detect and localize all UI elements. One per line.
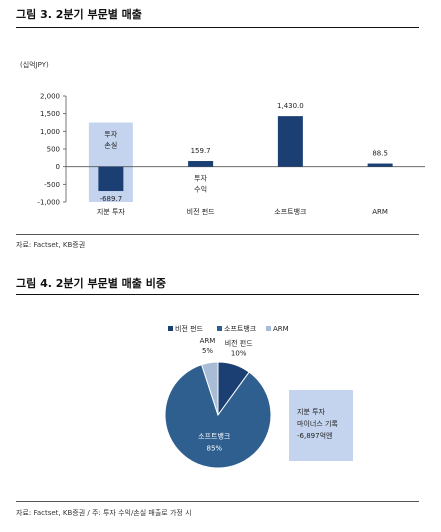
pie-slice [164,363,272,469]
callout-text: -6,897억엔 [297,431,332,440]
y-tick-label: -1,000 [37,199,60,207]
slice-name-label: ARM [200,337,216,345]
bar [98,166,124,192]
bar [188,161,214,167]
slice-name-label: 소프트뱅크 [198,432,231,441]
figure2-title-rule [16,294,419,295]
slice-percent-label: 10% [231,349,247,357]
bar-data-label: 88.5 [372,150,388,158]
x-category-label: 지분 투자 [97,207,126,216]
y-tick-label: 1,000 [40,128,60,136]
figure2-source: 자료: Factset, KB증권 / 주: 투자 수익/손실 매출로 가정 시 [16,509,192,517]
pie-slice [200,361,219,416]
y-tick-label: 0 [56,163,60,171]
slice-percent-label: 5% [202,347,213,355]
bar [367,163,393,167]
figure1-bottom-rule [16,234,419,235]
y-tick-label: 500 [47,146,60,154]
bar-data-label: 159.7 [191,147,211,155]
callout-text: 마이너스 기록 [297,419,338,428]
legend-swatch [168,326,173,331]
figure2-title: 그림 4. 2분기 부문별 매출 비중 [16,277,166,290]
slice-name-label: 비전 펀드 [225,338,254,347]
y-tick-label: -500 [44,181,60,189]
bar-chart: (십억JPY)투자손실-1,000-50005001,0001,5002,000… [20,60,425,216]
callout-text: 지분 투자 [297,407,326,416]
loss-annotation-text: 투자 [104,129,117,138]
legend-label: 비전 펀드 [175,324,204,333]
legend-label: 소프트뱅크 [224,324,257,333]
gain-annotation-text: 수익 [194,186,207,194]
legend-label: ARM [273,325,289,333]
figure1-title-rule [16,27,419,28]
bar-data-label: 1,430.0 [277,102,304,110]
figure2-bottom-rule [16,501,419,502]
figure1-title: 그림 3. 2분기 부문별 매출 [16,8,142,21]
y-tick-label: 2,000 [40,93,60,101]
x-category-label: 비전 펀드 [187,207,216,216]
bar-data-label: -689.7 [100,195,123,203]
y-unit-label: (십억JPY) [20,60,49,69]
slice-percent-label: 85% [206,445,222,453]
x-category-label: ARM [372,208,388,216]
legend-swatch [217,326,222,331]
y-tick-label: 1,500 [40,110,60,118]
gain-annotation-text: 투자 [194,174,207,183]
x-category-label: 소프트뱅크 [274,207,307,216]
callout-box [289,390,353,461]
loss-annotation-text: 손실 [104,140,117,149]
legend-swatch [266,326,271,331]
figure1-source: 자료: Factset, KB증권 [16,241,86,249]
bar [277,116,303,167]
